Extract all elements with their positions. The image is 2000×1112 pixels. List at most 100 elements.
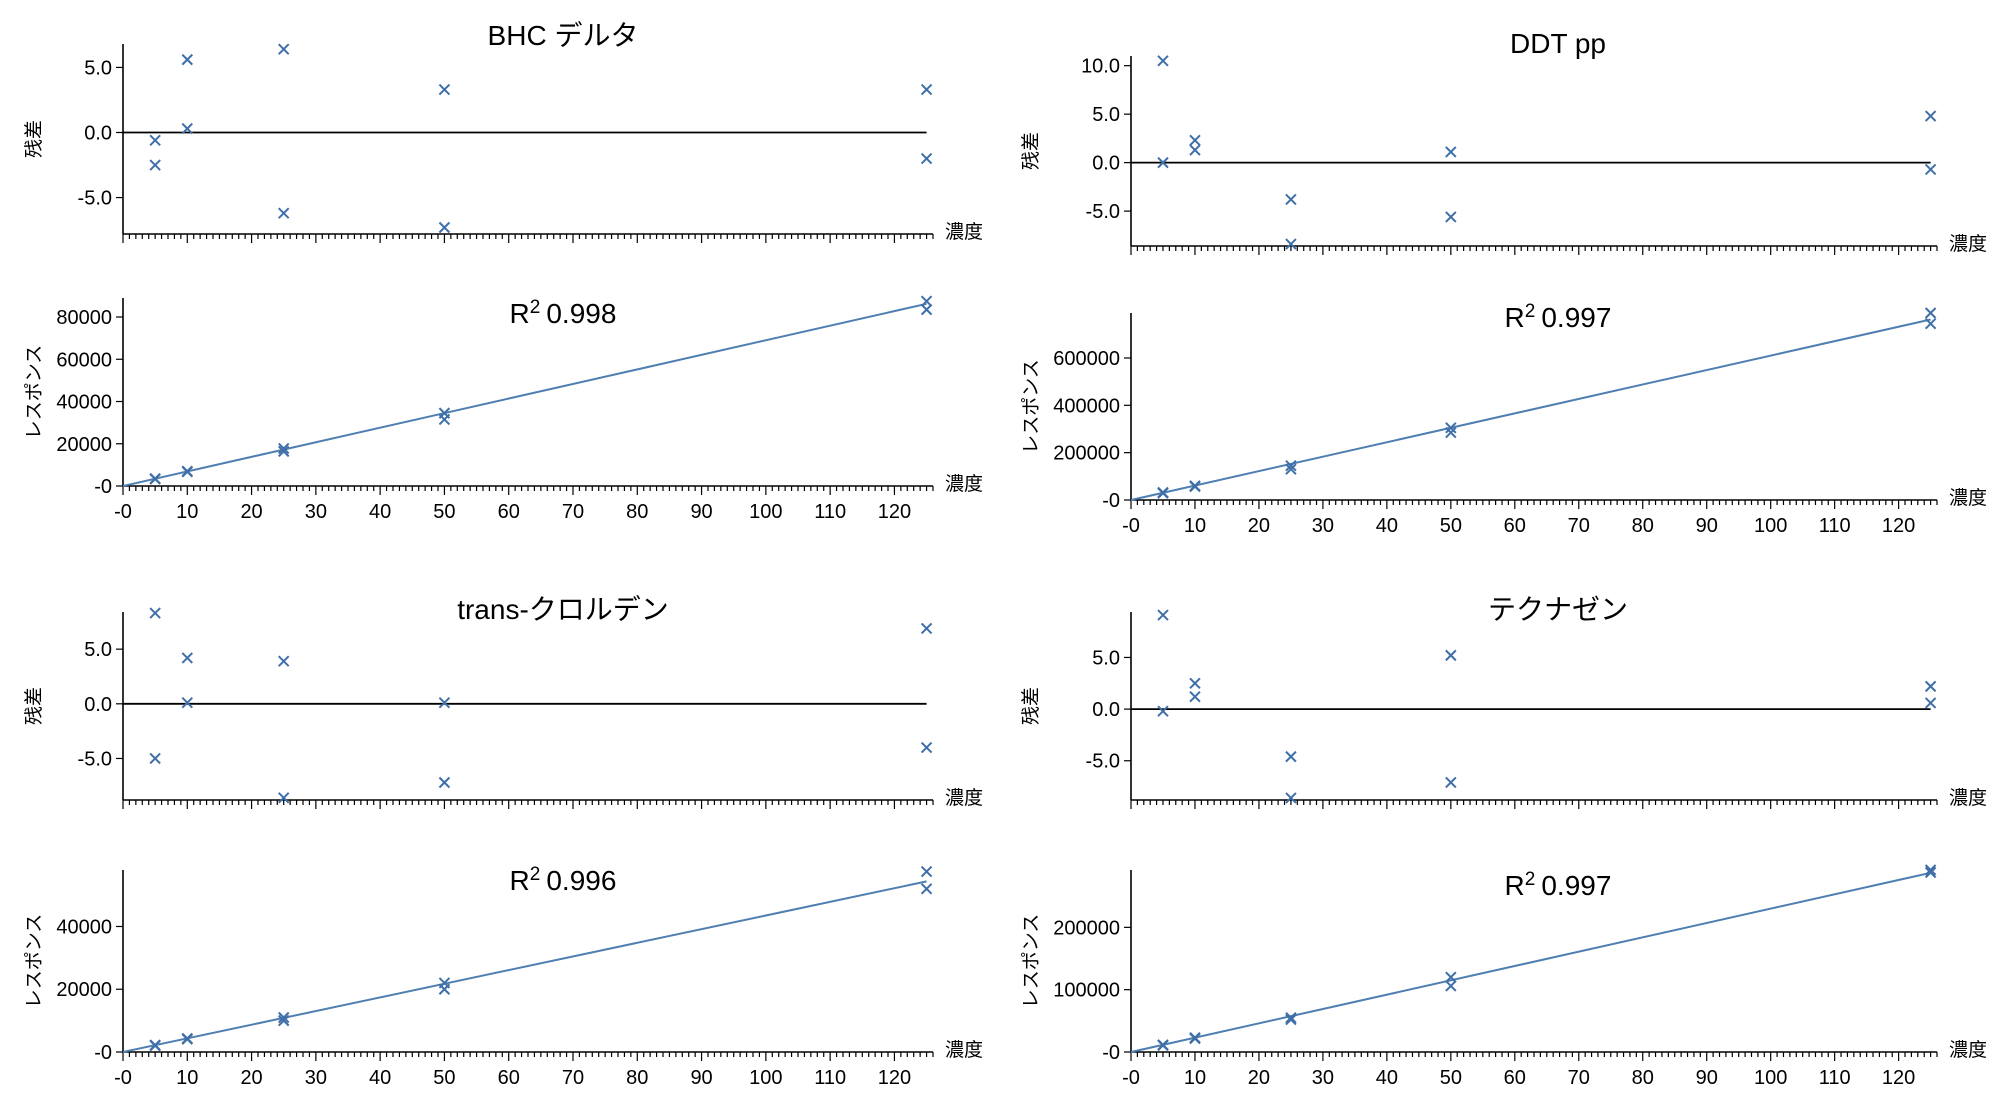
x-tick-label: 40 xyxy=(1376,1067,1398,1089)
residual-point xyxy=(1189,677,1201,689)
x-tick-label: -0 xyxy=(1122,515,1140,537)
marker-stroke xyxy=(1445,146,1457,158)
regression-line xyxy=(1130,318,1931,501)
residual-point xyxy=(149,607,161,619)
x-tick-label: 120 xyxy=(1882,1067,1915,1089)
marker-stroke xyxy=(278,655,290,667)
x-tick-label: 90 xyxy=(690,1067,712,1089)
marker-stroke xyxy=(278,792,290,804)
x-tick-label: 30 xyxy=(305,501,327,523)
r-squared-superscript: 2 xyxy=(1525,301,1536,322)
response-point xyxy=(438,983,451,995)
marker-stroke xyxy=(1924,680,1937,693)
x-tick-label: 110 xyxy=(814,501,846,523)
y-tick-label: 20000 xyxy=(56,979,112,1001)
residual-point xyxy=(438,83,451,96)
marker-stroke xyxy=(1924,307,1937,319)
marker-stroke xyxy=(1924,110,1937,122)
residual-point xyxy=(1285,238,1297,250)
x-tick-label: 20 xyxy=(240,1067,262,1089)
response-point xyxy=(920,865,933,878)
marker-stroke xyxy=(1285,238,1297,250)
marker-stroke xyxy=(1157,55,1169,67)
r-squared-superscript: 2 xyxy=(530,864,541,885)
response-point xyxy=(1157,1039,1169,1052)
x-tick-label: 50 xyxy=(433,501,455,523)
y-tick-label: 200000 xyxy=(1053,443,1120,465)
x-tick-label: 110 xyxy=(814,1067,846,1089)
chart-panel-tecnazene: テクナゼン -5.0 0.0 5.0 濃度 残差 R2 0.997 -0 100000 200000… xyxy=(1020,594,1987,1089)
y-tick-label: -5.0 xyxy=(1086,751,1120,773)
x-tick-label: 100 xyxy=(1754,515,1787,537)
marker-stroke xyxy=(149,607,161,619)
y-tick-label: 0.0 xyxy=(1092,153,1120,175)
x-tick-label: 10 xyxy=(1184,1067,1206,1089)
y-tick-label: 60000 xyxy=(56,349,112,371)
y-tick-label: -0 xyxy=(94,1042,112,1064)
marker-stroke xyxy=(920,152,933,165)
response-point xyxy=(1189,1032,1201,1045)
residual-point xyxy=(181,53,193,66)
response-point xyxy=(1189,480,1201,493)
x-axis-label: 濃度 xyxy=(945,473,983,495)
marker-stroke xyxy=(149,134,161,147)
response-point xyxy=(1445,426,1457,439)
y-tick-label: 400000 xyxy=(1053,395,1120,417)
marker-stroke xyxy=(1157,156,1169,169)
residual-point xyxy=(278,207,290,219)
x-tick-label: 70 xyxy=(1568,515,1590,537)
response-plot: R2 0.998 -0 20000 40000 60000 80000 -0 10 20 30 40 5… xyxy=(23,295,983,523)
y-tick-label: 40000 xyxy=(56,916,112,938)
residual-point xyxy=(149,752,161,765)
residual-point xyxy=(1285,193,1297,206)
r-squared-superscript: 2 xyxy=(530,297,541,318)
y-tick-label: 100000 xyxy=(1053,980,1120,1002)
response-point xyxy=(1924,317,1937,330)
residual-point xyxy=(1189,690,1201,703)
marker-stroke xyxy=(438,983,451,995)
marker-stroke xyxy=(1189,480,1201,493)
x-tick-label: 20 xyxy=(1248,515,1270,537)
y-tick-label: -0 xyxy=(1102,1042,1120,1064)
x-axis-label: 濃度 xyxy=(945,221,983,243)
r-squared-symbol: R xyxy=(1505,302,1525,333)
marker-stroke xyxy=(438,697,451,709)
x-tick-label: 110 xyxy=(1819,1067,1851,1089)
response-point xyxy=(1285,1012,1297,1024)
x-tick-label: 70 xyxy=(562,1067,584,1089)
response-point xyxy=(278,1011,290,1024)
residual-point xyxy=(1445,146,1457,158)
r-squared-value: 0.998 xyxy=(546,298,616,329)
marker-stroke xyxy=(278,1014,290,1027)
marker-stroke xyxy=(1189,690,1201,703)
y-tick-label: 0.0 xyxy=(1092,699,1120,721)
response-point xyxy=(1285,1013,1297,1026)
x-tick-label: 20 xyxy=(1248,1067,1270,1089)
r-squared-superscript: 2 xyxy=(1525,869,1536,890)
marker-stroke xyxy=(149,1040,161,1052)
x-tick-label: -0 xyxy=(114,501,132,523)
residual-point xyxy=(438,697,451,709)
chart-panel-bhc: BHC デルタ -5.0 0.0 5.0 濃度 残差 R2 0.998 -0 20000 40000… xyxy=(23,20,983,523)
residual-point xyxy=(1924,680,1937,693)
marker-stroke xyxy=(438,413,451,426)
residual-plot: テクナゼン -5.0 0.0 5.0 濃度 残差 xyxy=(1020,594,1987,809)
r-squared-label: R2 0.997 xyxy=(1505,869,1612,901)
x-tick-label: 110 xyxy=(1819,515,1851,537)
y-tick-label: -5.0 xyxy=(78,188,112,210)
x-axis-label: 濃度 xyxy=(945,787,983,809)
residual-point xyxy=(1157,705,1169,717)
residual-point xyxy=(181,652,193,664)
marker-stroke xyxy=(1285,750,1297,763)
marker-stroke xyxy=(920,865,933,878)
response-plot: R2 0.997 -0 100000 200000 -0 10 20 30 40 50 60 70 80 9… xyxy=(1020,864,1987,1089)
marker-stroke xyxy=(149,159,161,171)
residual-point xyxy=(278,792,290,804)
y-tick-label: 80000 xyxy=(56,307,112,329)
marker-stroke xyxy=(1157,487,1169,499)
y-axis-label: レスポンス xyxy=(1020,914,1042,1009)
residual-point xyxy=(1924,110,1937,122)
response-point xyxy=(920,883,933,895)
r-squared-value: 0.997 xyxy=(1541,870,1611,901)
x-tick-label: 100 xyxy=(749,501,782,523)
